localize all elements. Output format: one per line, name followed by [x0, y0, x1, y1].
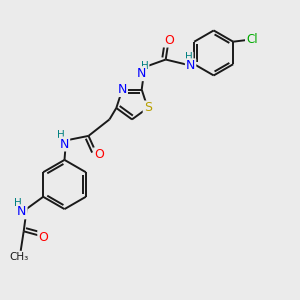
Text: H: H	[14, 198, 22, 208]
Text: H: H	[57, 130, 64, 140]
Text: N: N	[186, 59, 195, 72]
Text: N: N	[136, 67, 146, 80]
Text: N: N	[60, 137, 69, 151]
Text: CH₃: CH₃	[10, 252, 29, 262]
Text: S: S	[144, 101, 152, 115]
Text: O: O	[164, 34, 174, 46]
Text: H: H	[185, 52, 193, 62]
Text: Cl: Cl	[246, 33, 258, 46]
Text: N: N	[118, 83, 127, 96]
Text: O: O	[38, 231, 48, 244]
Text: O: O	[94, 148, 104, 161]
Text: N: N	[17, 205, 27, 218]
Text: H: H	[141, 61, 148, 70]
